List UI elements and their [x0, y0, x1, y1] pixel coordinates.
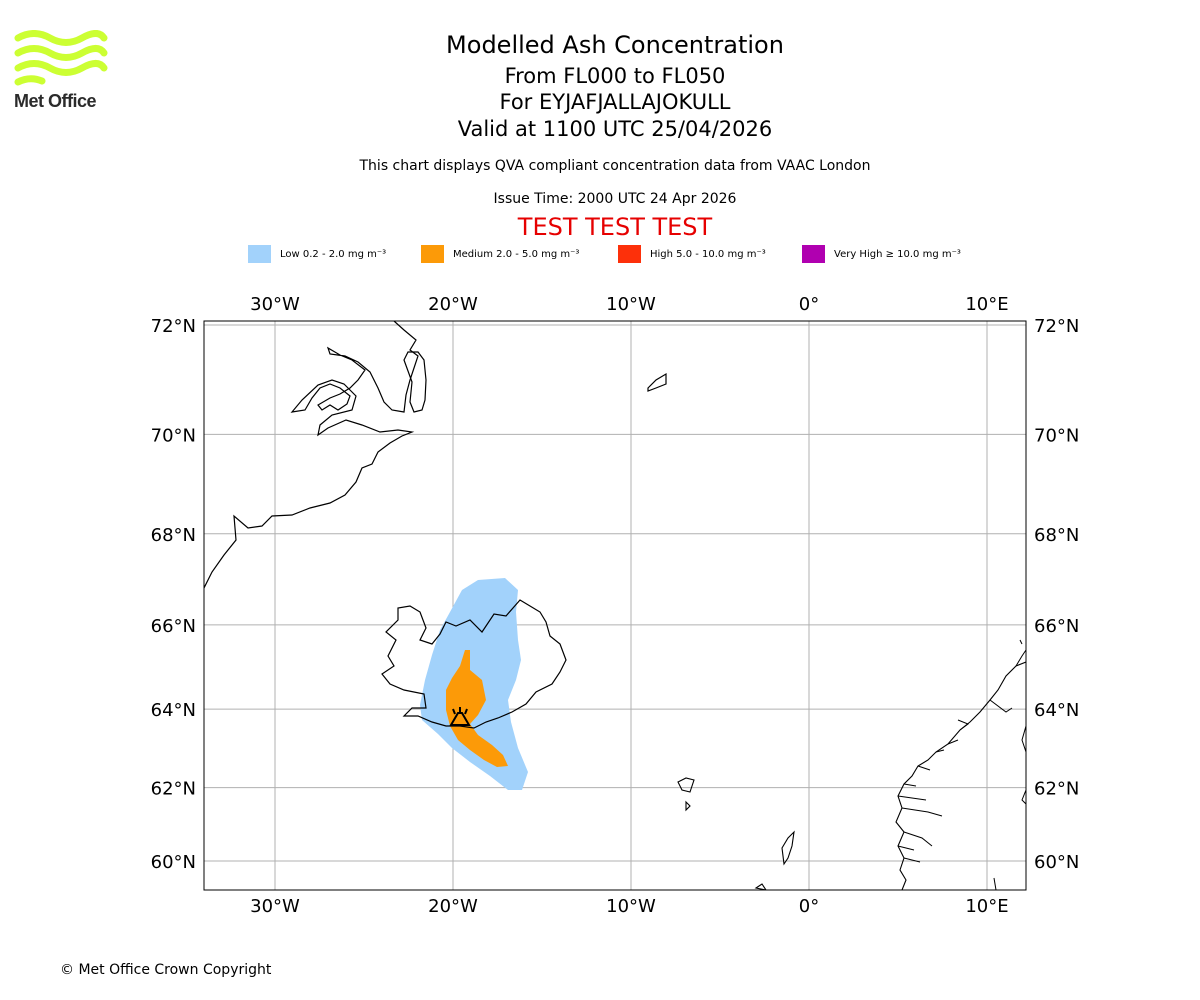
longitude-tick-label-bottom: 10°W	[606, 896, 656, 917]
latitude-tick-label-left: 60°N	[151, 852, 196, 873]
legend-swatch-high	[618, 245, 641, 263]
jan-mayen-island	[647, 372, 667, 392]
chart-description: This chart displays QVA compliant concen…	[359, 158, 871, 174]
greenland-coastline	[204, 321, 419, 589]
longitude-tick-label-bottom: 10°E	[965, 896, 1008, 917]
axis-tick-labels: 30°W 30°W 20°W 20°W 10°W 10°W 0° 0° 10°E 10°E 72°N…	[151, 294, 1080, 917]
legend-label-very-high: Very High ≥ 10.0 mg m⁻³	[834, 248, 961, 260]
latitude-tick-label-right: 72°N	[1034, 316, 1079, 337]
latitude-tick-label-left: 62°N	[151, 779, 196, 800]
orkney-fragment	[754, 883, 767, 890]
map-graticule	[204, 321, 1026, 890]
faroe-islands	[677, 777, 695, 812]
latitude-tick-label-right: 70°N	[1034, 425, 1079, 446]
logo-text: Met Office	[14, 91, 97, 111]
latitude-tick-label-left: 64°N	[151, 700, 196, 721]
legend-swatch-very-high	[802, 245, 825, 263]
longitude-tick-label-bottom: 20°W	[428, 896, 478, 917]
latitude-tick-label-right: 60°N	[1034, 852, 1079, 873]
legend-item-low: Low 0.2 - 2.0 mg m⁻³	[248, 244, 386, 264]
latitude-tick-label-left: 72°N	[151, 316, 196, 337]
longitude-tick-label-top: 20°W	[428, 294, 478, 315]
latitude-tick-label-left: 70°N	[151, 425, 196, 446]
chart-title: Modelled Ash Concentration	[446, 31, 784, 59]
met-office-logo: Met Office	[14, 30, 108, 112]
iceland-coastline	[381, 599, 567, 729]
longitude-tick-label-bottom: 0°	[799, 896, 819, 917]
longitude-tick-label-bottom: 30°W	[250, 896, 300, 917]
latitude-tick-label-right: 66°N	[1034, 616, 1079, 637]
legend-swatch-low	[248, 245, 271, 263]
met-office-waves-icon	[14, 30, 108, 86]
greenland-east-island	[403, 351, 427, 413]
test-banner: TEST TEST TEST	[517, 213, 713, 241]
longitude-tick-label-top: 10°E	[965, 294, 1008, 315]
legend-label-high: High 5.0 - 10.0 mg m⁻³	[650, 248, 766, 260]
shetland-islands	[781, 830, 795, 866]
latitude-tick-label-right: 64°N	[1034, 700, 1079, 721]
valid-time: Valid at 1100 UTC 25/04/2026	[457, 117, 773, 141]
volcano-name: For EYJAFJALLAJOKULL	[499, 90, 731, 114]
longitude-tick-label-top: 10°W	[606, 294, 656, 315]
volcano-icon	[449, 707, 471, 726]
legend-item-medium: Medium 2.0 - 5.0 mg m⁻³	[421, 244, 579, 264]
longitude-tick-label-top: 30°W	[250, 294, 300, 315]
issue-time: Issue Time: 2000 UTC 24 Apr 2026	[493, 191, 737, 207]
legend-label-medium: Medium 2.0 - 5.0 mg m⁻³	[453, 248, 580, 260]
flight-level-range: From FL000 to FL050	[504, 64, 726, 88]
latitude-tick-label-left: 66°N	[151, 616, 196, 637]
legend-label-low: Low 0.2 - 2.0 mg m⁻³	[280, 248, 387, 260]
legend-item-high: High 5.0 - 10.0 mg m⁻³	[618, 244, 766, 264]
latitude-tick-label-right: 62°N	[1034, 779, 1079, 800]
legend-swatch-medium	[421, 245, 444, 263]
ash-medium-concentration-area	[446, 650, 508, 767]
copyright-notice: © Met Office Crown Copyright	[60, 962, 272, 978]
map-frame	[203, 320, 1027, 891]
legend-item-very-high: Very High ≥ 10.0 mg m⁻³	[802, 244, 961, 264]
longitude-tick-label-top: 0°	[799, 294, 819, 315]
norway-coastline	[895, 661, 1026, 890]
latitude-tick-label-right: 68°N	[1034, 525, 1079, 546]
norway-fjords	[897, 639, 1026, 890]
latitude-tick-label-left: 68°N	[151, 525, 196, 546]
